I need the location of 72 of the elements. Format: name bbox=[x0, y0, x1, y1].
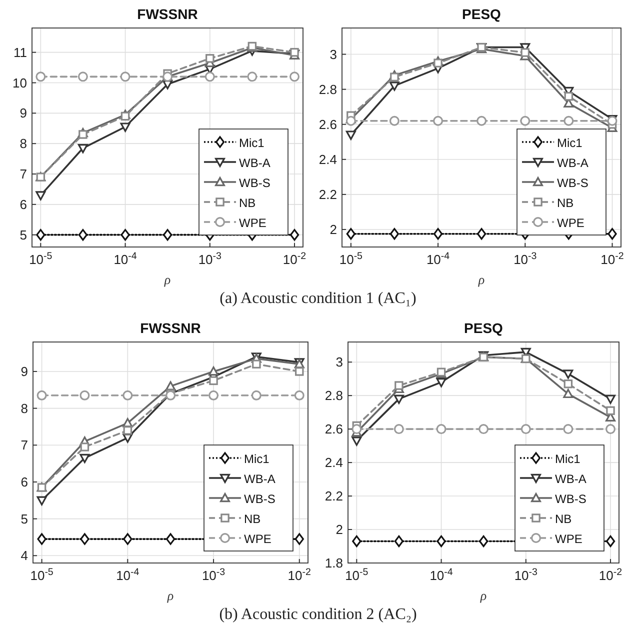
x-tick-label: 10$^{-3}$ bbox=[198, 250, 222, 267]
legend-label: NB bbox=[555, 512, 572, 526]
x-tick-label: 10$^{-5}$ bbox=[339, 250, 364, 267]
legend-label: NB bbox=[244, 512, 261, 526]
y-tick-label: 8 bbox=[20, 400, 28, 416]
legend-label: WB-S bbox=[557, 176, 588, 190]
x-tick-label: 10$^{-4}$ bbox=[114, 250, 138, 267]
chart-title: FWSSNR bbox=[140, 320, 201, 336]
legend-label: WPE bbox=[244, 532, 272, 546]
y-tick-label: 9 bbox=[20, 106, 27, 121]
x-axis-title: ρ bbox=[163, 272, 171, 287]
y-tick-label: 9 bbox=[20, 364, 28, 379]
legend-label: Mic1 bbox=[239, 136, 265, 150]
x-axis-title: ρ bbox=[166, 588, 174, 603]
y-tick-label: 2.4 bbox=[318, 152, 337, 167]
legend-label: WPE bbox=[557, 216, 584, 230]
y-tick-label: 2 bbox=[336, 522, 343, 538]
y-tick-label: 6 bbox=[20, 196, 27, 212]
legend-label: Mic1 bbox=[555, 452, 581, 466]
y-tick-label: 2 bbox=[330, 222, 337, 237]
x-tick-label: 10$^{-2}$ bbox=[600, 250, 624, 267]
legend-label: Mic1 bbox=[244, 452, 270, 466]
x-tick-label: 10$^{-5}$ bbox=[29, 250, 53, 267]
y-tick-label: 2.8 bbox=[324, 388, 343, 404]
chart-title: PESQ bbox=[464, 320, 504, 336]
y-tick-label: 2.6 bbox=[318, 116, 337, 132]
y-tick-label: 2.6 bbox=[324, 422, 343, 437]
x-tick-label: 10$^{-5}$ bbox=[30, 566, 54, 583]
legend-label: Mic1 bbox=[557, 136, 583, 150]
x-axis-title: ρ bbox=[477, 272, 485, 287]
y-tick-label: 8 bbox=[20, 136, 27, 152]
legend-label: WB-A bbox=[239, 156, 270, 170]
y-tick-label: 7 bbox=[20, 438, 28, 453]
legend-label: WPE bbox=[239, 216, 266, 230]
text: (a) Acoustic condition 1 (AC₁) bbox=[220, 290, 416, 307]
y-tick-label: 2.8 bbox=[318, 82, 337, 97]
chart-title: FWSSNR bbox=[137, 6, 198, 22]
y-tick-label: 11 bbox=[14, 44, 27, 60]
x-tick-label: 10$^{-3}$ bbox=[202, 566, 226, 583]
legend-label: WB-A bbox=[555, 472, 586, 486]
legend-label: NB bbox=[239, 196, 256, 210]
y-tick-label: 2.4 bbox=[324, 455, 343, 470]
y-tick-label: 2.2 bbox=[324, 488, 343, 504]
chart-title: PESQ bbox=[462, 6, 502, 22]
x-tick-label: 10$^{-3}$ bbox=[514, 250, 537, 267]
y-tick-label: 1.8 bbox=[324, 556, 343, 570]
y-tick-label: 10 bbox=[12, 75, 27, 90]
legend-label: WB-A bbox=[244, 472, 276, 486]
x-tick-label: 10$^{-5}$ bbox=[345, 566, 369, 583]
x-tick-label: 10$^{-3}$ bbox=[514, 566, 538, 583]
y-tick-label: 5 bbox=[20, 227, 27, 242]
legend-label: WB-A bbox=[557, 156, 588, 170]
x-axis-title: ρ bbox=[479, 588, 487, 603]
y-tick-label: 5 bbox=[20, 511, 28, 526]
y-tick-label: 6 bbox=[20, 474, 28, 490]
y-tick-label: 4 bbox=[20, 548, 28, 564]
x-tick-label: 10$^{-4}$ bbox=[430, 566, 454, 583]
legend-label: NB bbox=[557, 196, 574, 210]
y-tick-label: 3 bbox=[330, 46, 337, 62]
legend-label: WB-S bbox=[555, 492, 586, 506]
legend-label: WB-S bbox=[244, 492, 276, 506]
y-tick-label: 7 bbox=[20, 166, 27, 182]
x-tick-label: 10$^{-2}$ bbox=[598, 566, 622, 583]
x-tick-label: 10$^{-4}$ bbox=[116, 566, 140, 583]
legend-label: WPE bbox=[555, 532, 582, 546]
x-tick-label: 10$^{-2}$ bbox=[288, 566, 311, 583]
legend-label: WB-S bbox=[239, 176, 270, 190]
x-tick-label: 10$^{-2}$ bbox=[282, 250, 306, 267]
y-tick-label: 2.2 bbox=[318, 186, 337, 202]
text: (b) Acoustic condition 2 (AC₂) bbox=[219, 606, 417, 623]
x-tick-label: 10$^{-4}$ bbox=[426, 250, 450, 267]
y-tick-label: 3 bbox=[336, 354, 343, 370]
